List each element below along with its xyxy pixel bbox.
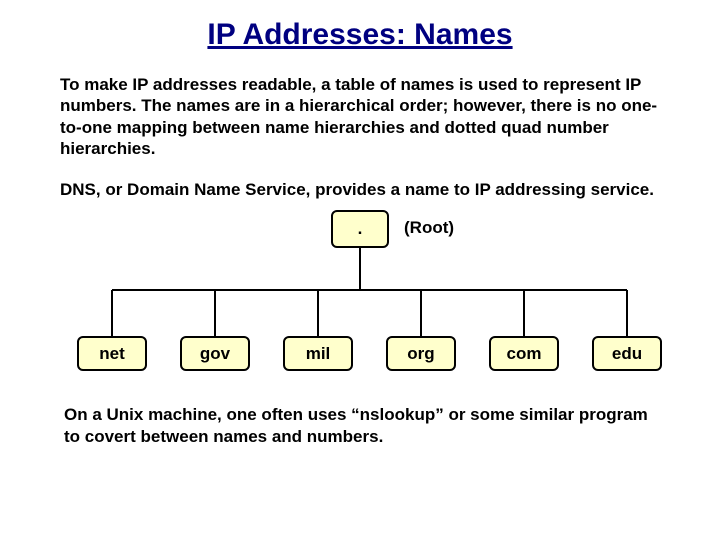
leaf-node-mil: mil: [283, 336, 353, 371]
leaf-node-edu: edu: [592, 336, 662, 371]
paragraph-2: DNS, or Domain Name Service, provides a …: [60, 179, 660, 200]
footer-paragraph: On a Unix machine, one often uses “nsloo…: [64, 404, 656, 447]
page-title: IP Addresses: Names: [0, 18, 720, 52]
tree-diagram: . (Root) netgovmilorgcomedu: [0, 208, 720, 388]
root-side-label: (Root): [404, 218, 454, 238]
paragraph-1: To make IP addresses readable, a table o…: [60, 74, 660, 159]
leaf-node-gov: gov: [180, 336, 250, 371]
leaf-node-net: net: [77, 336, 147, 371]
root-node: .: [331, 210, 389, 248]
leaf-node-com: com: [489, 336, 559, 371]
leaf-node-org: org: [386, 336, 456, 371]
